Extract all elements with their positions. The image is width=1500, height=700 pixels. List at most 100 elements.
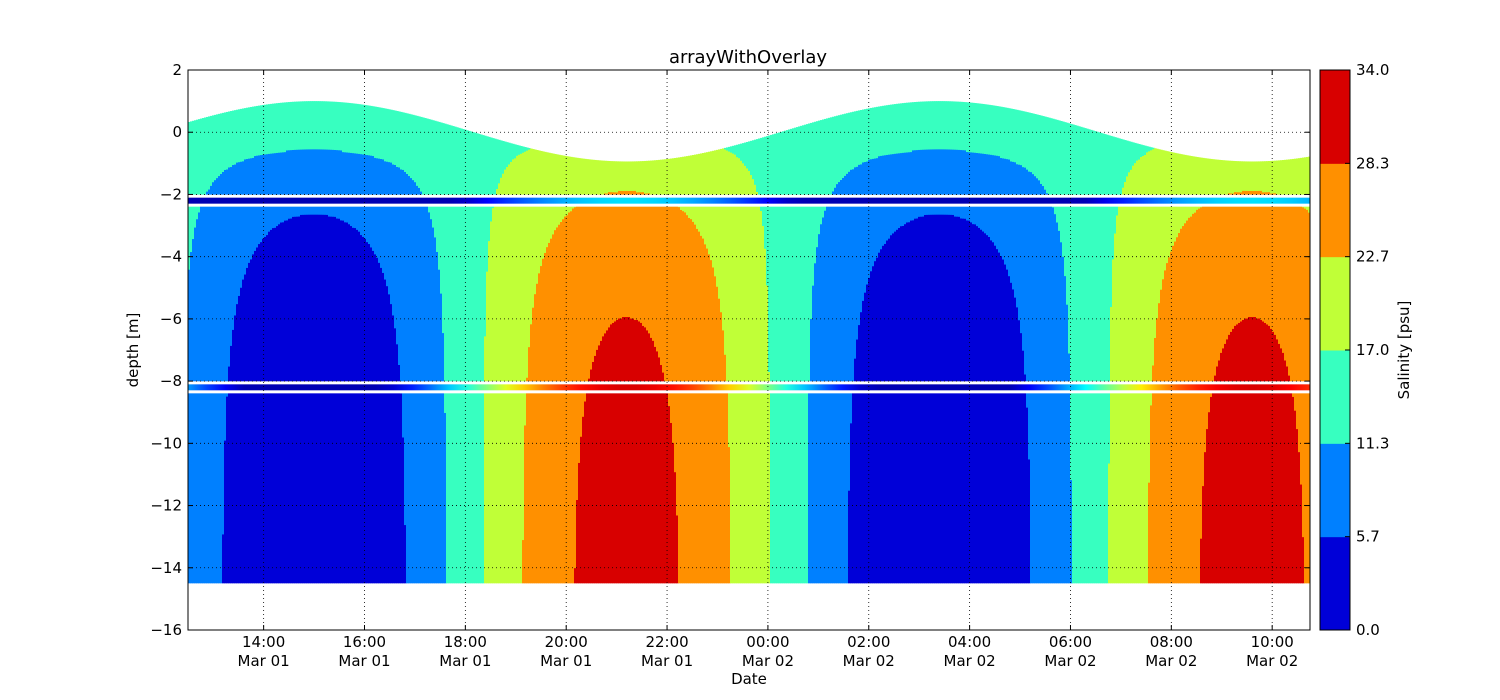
- salinity-cell: [476, 133, 479, 584]
- salinity-cell: [322, 149, 325, 216]
- salinity-cell: [1232, 193, 1235, 330]
- salinity-cell: [464, 129, 467, 584]
- salinity-cell: [276, 103, 279, 154]
- salinity-cell: [624, 317, 627, 584]
- salinity-cell: [1140, 144, 1143, 158]
- salinity-cell: [650, 160, 653, 196]
- salinity-cell: [572, 157, 575, 210]
- x-tick-time: 22:00: [645, 633, 688, 651]
- salinity-cell: [630, 190, 633, 320]
- salinity-cell: [316, 149, 319, 216]
- salinity-cell: [730, 146, 733, 154]
- salinity-cell: [590, 369, 593, 584]
- salinity-cell: [436, 252, 439, 584]
- y-tick-label: −10: [150, 434, 182, 452]
- salinity-cell: [728, 146, 731, 153]
- salinity-cell: [978, 153, 981, 229]
- salinity-cell: [1266, 192, 1269, 326]
- salinity-cell: [334, 149, 337, 218]
- salinity-cell: [672, 442, 675, 584]
- salinity-cell: [202, 118, 205, 202]
- salinity-cell: [1048, 117, 1051, 198]
- salinity-cell: [1244, 161, 1247, 192]
- salinity-cell: [276, 226, 279, 584]
- salinity-cell: [670, 422, 673, 584]
- salinity-cell: [1248, 317, 1251, 584]
- salinity-cell: [884, 243, 887, 584]
- salinity-cell: [638, 192, 641, 323]
- salinity-cell: [956, 149, 959, 218]
- salinity-cell: [716, 149, 719, 288]
- salinity-cell: [402, 437, 405, 584]
- salinity-cell: [450, 125, 453, 584]
- salinity-cell: [378, 158, 381, 264]
- salinity-cell: [316, 214, 319, 584]
- salinity-cell: [588, 199, 591, 380]
- salinity-cell: [906, 222, 909, 584]
- salinity-cell: [732, 145, 735, 155]
- salinity-cell: [230, 167, 233, 347]
- salinity-cell: [392, 164, 395, 317]
- salinity-cell: [760, 211, 763, 584]
- salinity-cell: [926, 101, 929, 151]
- salinity-cell: [584, 401, 587, 584]
- salinity-cell: [284, 220, 287, 584]
- salinity-cell: [622, 191, 625, 318]
- salinity-cell: [644, 327, 647, 584]
- salinity-cell: [532, 307, 535, 584]
- salinity-cell: [648, 160, 651, 194]
- colorbar-tick-label: 22.7: [1356, 248, 1389, 266]
- salinity-cell: [328, 149, 331, 218]
- salinity-cell: [606, 160, 609, 195]
- salinity-cell: [640, 161, 643, 193]
- salinity-cell: [1206, 203, 1209, 430]
- salinity-cell: [474, 132, 477, 584]
- salinity-cell: [396, 110, 399, 168]
- salinity-cell: [1168, 257, 1171, 584]
- salinity-cell: [318, 214, 321, 584]
- salinity-cell: [1270, 193, 1273, 330]
- salinity-cell: [360, 235, 363, 584]
- salinity-cell: [1268, 192, 1271, 327]
- salinity-cell: [662, 372, 665, 584]
- salinity-cell: [618, 318, 621, 584]
- salinity-cell: [1024, 167, 1027, 376]
- salinity-cell: [218, 113, 221, 177]
- salinity-cell: [1032, 174, 1035, 584]
- salinity-cell: [306, 214, 309, 584]
- salinity-cell: [1254, 191, 1257, 318]
- salinity-cell: [308, 149, 311, 216]
- salinity-cell: [380, 107, 383, 160]
- salinity-cell: [314, 214, 317, 584]
- x-tick-date: Mar 02: [1246, 652, 1298, 670]
- salinity-cell: [530, 148, 533, 325]
- salinity-cell: [1220, 352, 1223, 584]
- salinity-cell: [946, 214, 949, 584]
- salinity-cell: [374, 106, 377, 159]
- salinity-field: [188, 101, 1310, 584]
- salinity-cell: [1018, 320, 1021, 584]
- salinity-cell: [670, 202, 673, 424]
- salinity-cell: [346, 222, 349, 584]
- salinity-cell: [868, 277, 871, 584]
- salinity-cell: [642, 325, 645, 584]
- salinity-cell: [738, 158, 741, 584]
- salinity-cell: [440, 293, 443, 584]
- salinity-cell: [744, 165, 747, 584]
- salinity-cell: [930, 214, 933, 584]
- salinity-cell: [586, 199, 589, 390]
- salinity-cell: [1234, 325, 1237, 584]
- salinity-cell: [846, 173, 849, 584]
- salinity-cell: [1150, 405, 1153, 584]
- salinity-cell: [1194, 156, 1197, 214]
- salinity-cell: [1062, 121, 1065, 258]
- salinity-cell: [606, 193, 609, 332]
- salinity-cell: [354, 153, 357, 229]
- salinity-cell: [250, 106, 253, 159]
- salinity-cell: [354, 103, 357, 155]
- salinity-cell: [966, 102, 969, 153]
- salinity-cell: [758, 138, 761, 202]
- salinity-cell: [822, 119, 825, 219]
- salinity-cell: [800, 125, 803, 584]
- salinity-cell: [1084, 128, 1087, 584]
